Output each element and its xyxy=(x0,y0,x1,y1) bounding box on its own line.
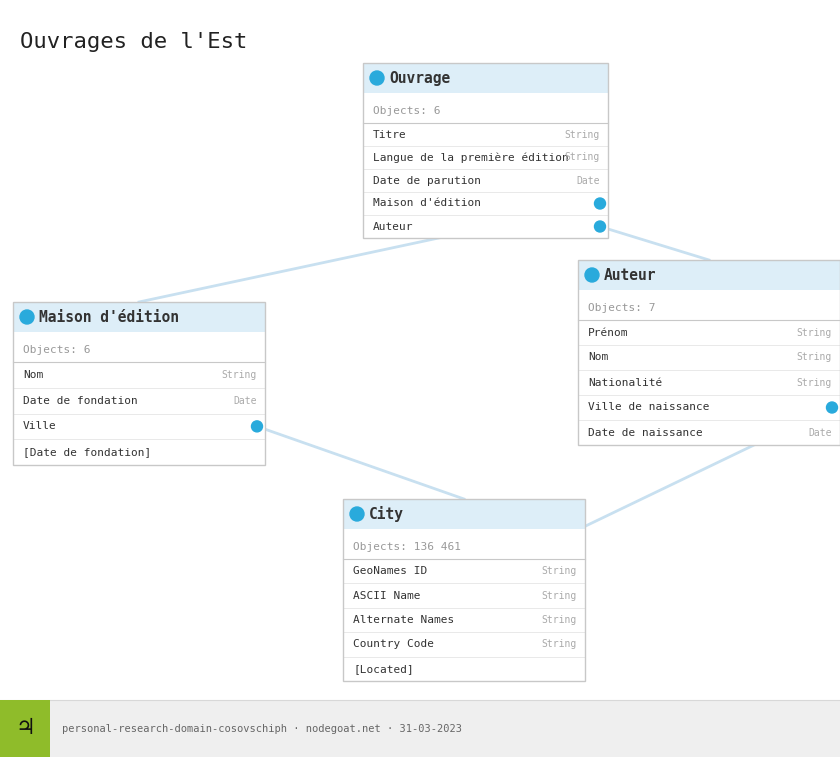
Text: Prénom: Prénom xyxy=(588,328,628,338)
Text: Date de fondation: Date de fondation xyxy=(23,396,138,406)
Circle shape xyxy=(595,221,606,232)
Text: Langue de la première édition: Langue de la première édition xyxy=(373,152,569,163)
Bar xyxy=(363,63,608,93)
Text: Ouvrages de l'Est: Ouvrages de l'Est xyxy=(20,32,247,52)
Text: Auteur: Auteur xyxy=(373,222,413,232)
Bar xyxy=(13,302,265,332)
Text: Maison d'édition: Maison d'édition xyxy=(373,198,481,208)
Circle shape xyxy=(251,421,263,432)
Text: String: String xyxy=(542,590,577,600)
Text: Ouvrage: Ouvrage xyxy=(389,70,450,86)
Text: Date de parution: Date de parution xyxy=(373,176,481,185)
Text: Nom: Nom xyxy=(23,370,43,380)
Circle shape xyxy=(20,310,34,324)
Circle shape xyxy=(595,198,606,209)
Text: ASCII Name: ASCII Name xyxy=(353,590,421,600)
Bar xyxy=(578,260,840,445)
Text: Country Code: Country Code xyxy=(353,640,434,650)
Text: Ville de naissance: Ville de naissance xyxy=(588,403,710,413)
Bar xyxy=(578,290,840,445)
Text: Titre: Titre xyxy=(373,129,407,139)
Text: Date: Date xyxy=(234,396,257,406)
Text: Objects: 136 461: Objects: 136 461 xyxy=(353,542,461,552)
Bar xyxy=(578,260,840,290)
Bar xyxy=(343,529,585,681)
Text: String: String xyxy=(542,640,577,650)
Circle shape xyxy=(370,71,384,85)
Bar xyxy=(13,302,265,465)
Bar xyxy=(0,700,50,757)
Circle shape xyxy=(585,268,599,282)
Bar xyxy=(343,499,585,681)
Text: String: String xyxy=(797,328,832,338)
Text: String: String xyxy=(542,566,577,576)
Text: Ville: Ville xyxy=(23,422,57,431)
Text: personal-research-domain-cosovschiph · nodegoat.net · 31-03-2023: personal-research-domain-cosovschiph · n… xyxy=(62,724,462,734)
Text: Date: Date xyxy=(809,428,832,438)
Text: Maison d'édition: Maison d'édition xyxy=(39,310,179,325)
Text: ♃: ♃ xyxy=(15,718,35,739)
Text: Objects: 7: Objects: 7 xyxy=(588,303,655,313)
Text: Objects: 6: Objects: 6 xyxy=(23,345,91,355)
Text: String: String xyxy=(222,370,257,380)
Bar xyxy=(363,63,608,238)
Text: String: String xyxy=(564,129,600,139)
Text: String: String xyxy=(564,152,600,163)
Text: [Date de fondation]: [Date de fondation] xyxy=(23,447,151,457)
Text: Objects: 6: Objects: 6 xyxy=(373,106,440,116)
Bar xyxy=(13,332,265,465)
Text: String: String xyxy=(797,378,832,388)
Circle shape xyxy=(350,507,364,521)
Text: GeoNames ID: GeoNames ID xyxy=(353,566,428,576)
Text: Alternate Names: Alternate Names xyxy=(353,615,454,625)
Text: String: String xyxy=(542,615,577,625)
Text: Auteur: Auteur xyxy=(604,267,657,282)
Text: Nom: Nom xyxy=(588,353,608,363)
Text: Date: Date xyxy=(576,176,600,185)
Bar xyxy=(343,499,585,529)
Bar xyxy=(363,93,608,238)
Text: [Located]: [Located] xyxy=(353,664,414,674)
Text: Date de naissance: Date de naissance xyxy=(588,428,703,438)
Bar xyxy=(0,700,840,757)
Circle shape xyxy=(827,402,837,413)
Text: String: String xyxy=(797,353,832,363)
Text: Nationalité: Nationalité xyxy=(588,378,662,388)
Text: City: City xyxy=(369,506,404,522)
